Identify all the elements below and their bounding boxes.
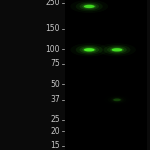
Ellipse shape xyxy=(76,45,103,55)
Text: 20: 20 xyxy=(50,127,60,136)
Ellipse shape xyxy=(84,48,95,51)
Ellipse shape xyxy=(82,47,96,52)
Text: 25: 25 xyxy=(50,115,60,124)
Text: 150: 150 xyxy=(45,24,60,33)
Ellipse shape xyxy=(80,3,99,10)
Text: 75: 75 xyxy=(50,59,60,68)
Text: 250: 250 xyxy=(45,0,60,7)
Bar xyxy=(65,0,147,150)
Ellipse shape xyxy=(107,46,127,53)
Text: 100: 100 xyxy=(45,45,60,54)
Ellipse shape xyxy=(110,47,124,52)
Ellipse shape xyxy=(80,46,99,53)
Ellipse shape xyxy=(82,4,96,9)
Ellipse shape xyxy=(112,48,122,51)
Text: 15: 15 xyxy=(50,141,60,150)
Text: 37: 37 xyxy=(50,95,60,104)
Ellipse shape xyxy=(76,2,103,11)
Ellipse shape xyxy=(84,5,95,8)
Text: 50: 50 xyxy=(50,80,60,89)
Ellipse shape xyxy=(113,99,121,101)
Ellipse shape xyxy=(103,45,130,55)
